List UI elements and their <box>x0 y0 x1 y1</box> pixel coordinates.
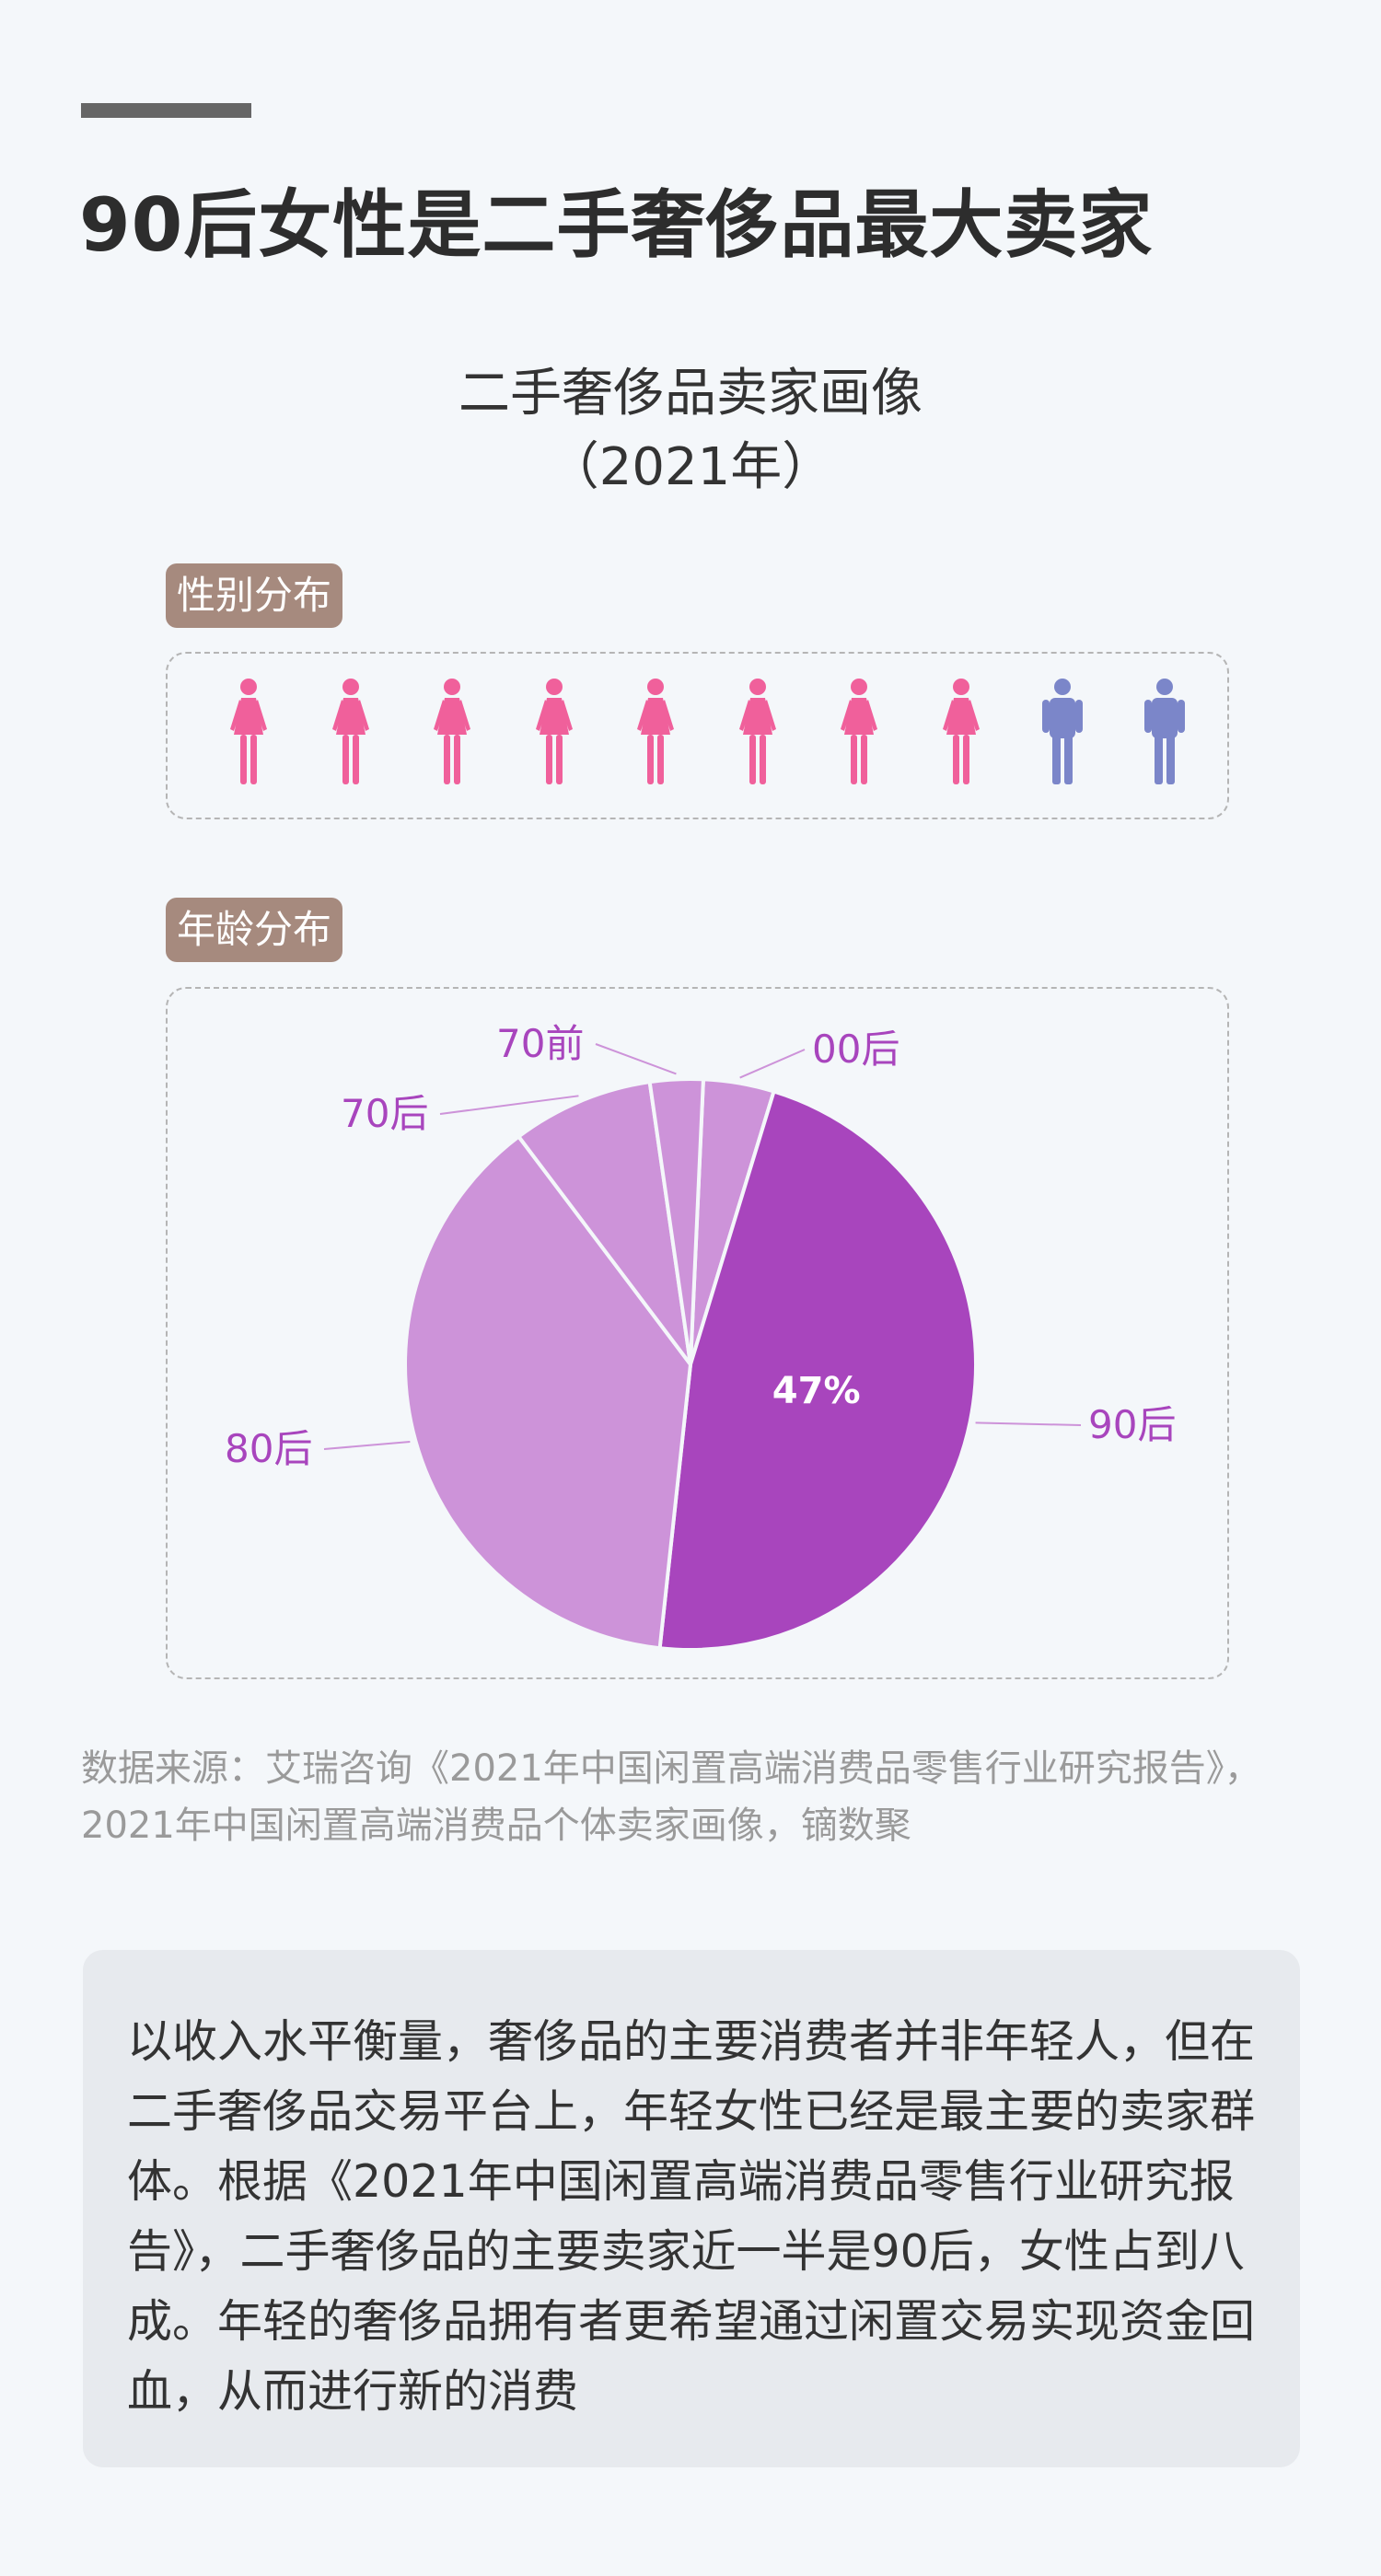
male-person-icon <box>1139 678 1190 786</box>
female-person-icon <box>325 678 377 786</box>
leader-line-80后 <box>323 1441 411 1450</box>
pie-slice-70后 <box>516 1080 692 1366</box>
female-person-icon <box>528 678 580 786</box>
leader-line-90后 <box>975 1421 1082 1426</box>
category-label-70后: 70后 <box>341 1091 428 1136</box>
category-label-90后: 90后 <box>1088 1402 1176 1447</box>
male-person-icon <box>1037 678 1088 786</box>
gender-section-tag: 性别分布 <box>166 563 343 628</box>
female-person-icon <box>426 678 478 786</box>
age-section-tag: 年龄分布 <box>166 898 343 962</box>
data-label-90后: 47% <box>772 1370 861 1412</box>
title-accent-bar <box>81 103 251 118</box>
summary-panel: 以收入水平衡量，奢侈品的主要消费者并非年轻人，但在二手奢侈品交易平台上，年轻女性… <box>83 1950 1300 2467</box>
leader-line-70前 <box>595 1043 677 1075</box>
category-label-80后: 80后 <box>225 1426 312 1471</box>
female-person-icon <box>223 678 274 786</box>
data-source-note: 数据来源：艾瑞咨询《2021年中国闲置高端消费品零售行业研究报告》，2021年中… <box>81 1747 1261 1847</box>
leader-line-00后 <box>739 1049 806 1079</box>
chart-subtitle-year: （2021年） <box>547 437 834 497</box>
pie-slice-90后 <box>657 1089 978 1652</box>
age-distribution-panel: 00后 90后 47% 80后 70后 70前 <box>166 987 1229 1679</box>
gender-distribution-panel <box>166 652 1229 819</box>
female-person-icon <box>732 678 783 786</box>
female-person-icon <box>630 678 681 786</box>
female-person-icon <box>935 678 987 786</box>
pie-slice-70前 <box>647 1077 705 1366</box>
female-person-icon <box>833 678 885 786</box>
chart-title: 二手奢侈品卖家画像 <box>458 364 923 424</box>
age-pie-chart: 00后 90后 47% 80后 70后 70前 <box>225 1021 1176 1652</box>
page-headline: 90后女性是二手奢侈品最大卖家 <box>79 182 1154 268</box>
pie-slice-80后 <box>403 1134 692 1651</box>
category-label-00后: 00后 <box>812 1027 899 1072</box>
category-label-70前: 70前 <box>496 1021 584 1066</box>
summary-text: 以收入水平衡量，奢侈品的主要消费者并非年轻人，但在二手奢侈品交易平台上，年轻女性… <box>127 2015 1256 2418</box>
leader-line-70后 <box>439 1095 579 1115</box>
